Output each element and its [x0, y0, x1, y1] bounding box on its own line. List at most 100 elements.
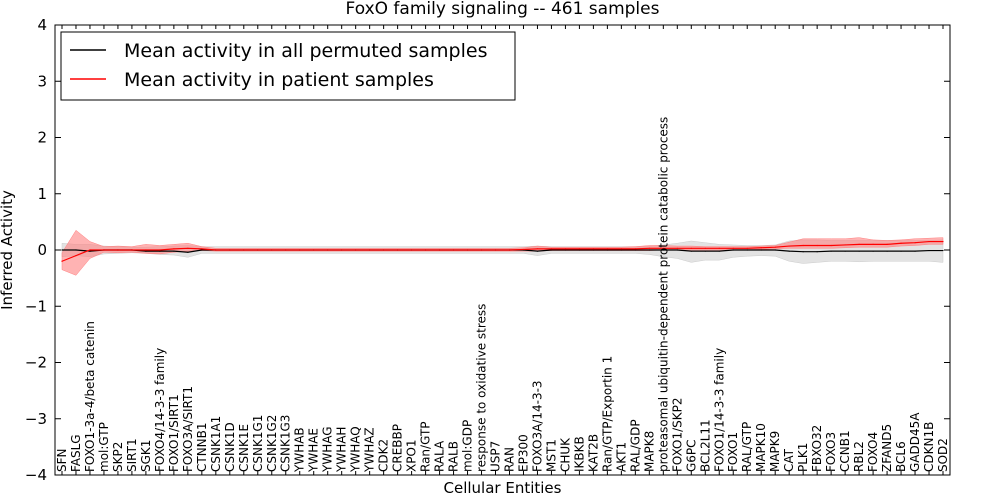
point-1-46 [704, 247, 706, 249]
x-tick-label: CREBBP [391, 424, 405, 472]
point-1-57 [858, 243, 860, 245]
point-0-59 [886, 250, 888, 252]
point-0-38 [592, 249, 595, 251]
point-0-47 [718, 250, 720, 252]
point-1-59 [886, 243, 888, 245]
point-0-0 [61, 249, 63, 251]
x-tick-label: FBXO32 [810, 425, 824, 472]
point-0-46 [704, 250, 706, 252]
point-0-43 [662, 249, 664, 251]
point-1-45 [690, 247, 692, 249]
x-tick-label: MAPK10 [754, 423, 768, 472]
point-1-8 [173, 248, 175, 250]
x-axis-label: Cellular Entities [444, 479, 562, 497]
point-1-20 [341, 249, 343, 251]
point-0-54 [816, 251, 818, 253]
x-tick-label: CSNK1A1 [209, 416, 223, 472]
band-1 [61, 229, 944, 276]
x-tick-label: YWHAZ [363, 427, 377, 473]
legend: Mean activity in all permuted samples Mea… [60, 31, 516, 101]
x-tick-label: CSNK1G3 [279, 415, 293, 472]
x-tick-label: RALB [447, 441, 461, 472]
point-0-36 [564, 249, 567, 251]
point-1-5 [131, 249, 133, 251]
x-tick-label: Ran/GTP [419, 421, 433, 472]
point-1-11 [215, 249, 217, 251]
point-0-1 [75, 249, 77, 251]
x-tick-label: XPO1 [405, 439, 419, 472]
point-1-10 [201, 248, 203, 250]
point-1-21 [355, 249, 357, 251]
point-1-17 [299, 249, 301, 251]
x-tick-label: YWHAB [293, 427, 307, 473]
point-1-61 [914, 242, 916, 244]
x-tick-label: SGK1 [139, 440, 153, 472]
point-0-8 [173, 250, 175, 252]
x-tick-label: response to oxidative stress [475, 304, 489, 472]
point-1-28 [452, 249, 455, 251]
point-0-41 [634, 249, 636, 251]
x-tick-label: CAT [782, 448, 796, 472]
point-1-53 [802, 244, 804, 247]
point-0-60 [900, 250, 902, 252]
x-tick-label: MST1 [544, 439, 558, 472]
x-tick-label: CSNK1D [223, 422, 237, 472]
x-tick-label: mol:GDP [461, 420, 475, 472]
point-1-4 [117, 249, 119, 251]
x-tick-label: YWHAQ [349, 426, 363, 473]
point-1-24 [397, 249, 399, 251]
point-0-56 [844, 250, 846, 252]
x-tick-label: USP7 [489, 441, 503, 472]
point-0-37 [578, 249, 581, 251]
x-tick-label: FOXO3A/14-3-3 [530, 380, 544, 472]
point-1-62 [928, 240, 930, 243]
point-1-0 [61, 260, 63, 262]
y-tick-label: −1 [25, 297, 47, 315]
y-tick-label: 2 [37, 129, 47, 147]
point-1-14 [257, 249, 259, 251]
point-1-6 [145, 249, 147, 251]
x-tick-label: G6PC [684, 439, 698, 472]
point-1-1 [75, 255, 77, 257]
point-0-51 [774, 249, 776, 251]
y-tick-label: −2 [25, 354, 47, 372]
point-1-16 [285, 249, 287, 251]
x-tick-label: mol:GTP [97, 422, 111, 472]
x-tick-label: SFN [55, 449, 69, 473]
point-1-39 [606, 248, 608, 250]
x-tick-label: CCNB1 [838, 430, 852, 472]
x-tick-label: RAN [502, 447, 516, 472]
point-0-34 [536, 250, 539, 252]
x-tick-label: CDK2 [377, 439, 391, 472]
point-1-27 [438, 249, 441, 251]
x-tick-label: RAL/GDP [628, 419, 642, 472]
point-1-23 [383, 249, 385, 251]
point-1-3 [103, 249, 105, 251]
x-tick-label: BCL2L11 [698, 419, 712, 472]
x-tick-label: FOXO4/14-3-3 family [153, 348, 167, 472]
x-tick-label: FOXO3A/SIRT1 [181, 386, 195, 472]
band-0 [61, 239, 944, 264]
point-1-13 [243, 249, 245, 251]
point-0-62 [928, 249, 930, 252]
point-1-36 [564, 248, 567, 250]
point-0-63 [942, 249, 944, 252]
x-tick-label: CSNK1G2 [265, 415, 279, 472]
point-0-58 [872, 250, 874, 252]
x-tick-label: CDKN1B [922, 422, 936, 472]
point-0-10 [201, 249, 203, 251]
x-tick-label: EP300 [516, 434, 530, 472]
point-1-32 [508, 249, 511, 251]
x-tick-label: YWHAG [321, 426, 335, 473]
point-1-26 [424, 249, 427, 251]
point-1-43 [662, 247, 664, 249]
x-tick-label: FOXO1/SKP2 [670, 397, 684, 472]
point-1-7 [159, 249, 161, 251]
point-0-6 [145, 250, 147, 252]
point-1-52 [788, 245, 790, 247]
x-tick-label: FOXO4 [866, 432, 880, 472]
y-tick-label: −4 [25, 466, 47, 484]
point-1-30 [480, 249, 483, 251]
point-1-41 [634, 248, 636, 250]
x-tick-label: CSNK1G1 [251, 415, 265, 472]
